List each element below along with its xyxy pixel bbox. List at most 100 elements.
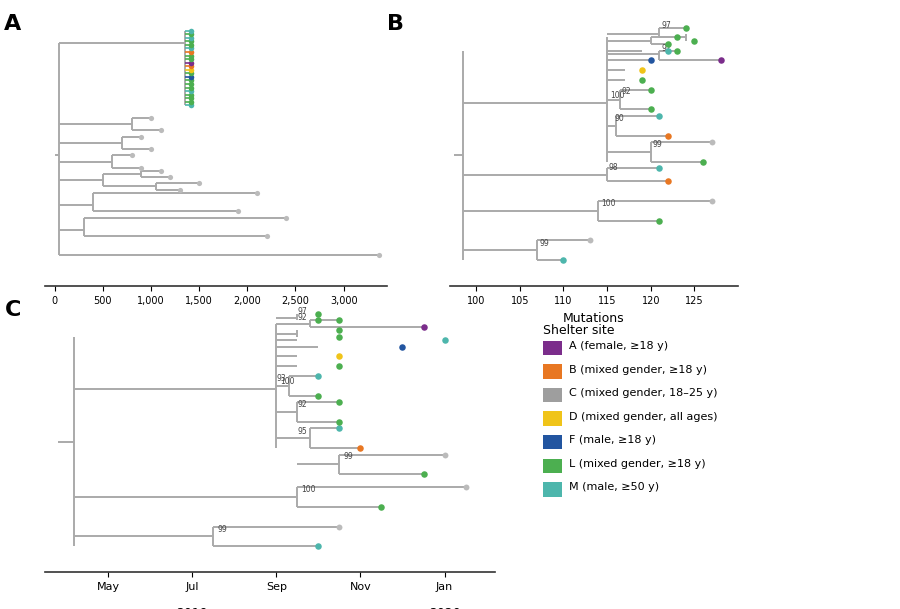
Text: 92: 92 bbox=[297, 314, 307, 322]
Bar bbox=[544, 388, 562, 403]
Point bbox=[144, 144, 158, 154]
Point bbox=[184, 62, 199, 71]
Text: D (mixed gender, all ages): D (mixed gender, all ages) bbox=[569, 412, 717, 421]
Bar bbox=[544, 435, 562, 449]
Point bbox=[184, 58, 199, 68]
Point bbox=[184, 97, 199, 107]
Point bbox=[184, 83, 199, 93]
Point bbox=[332, 351, 347, 361]
Point bbox=[332, 398, 347, 407]
Point bbox=[661, 131, 675, 141]
Text: 97: 97 bbox=[297, 307, 307, 316]
Point bbox=[184, 26, 199, 35]
Point bbox=[173, 185, 187, 194]
Point bbox=[184, 100, 199, 110]
Text: 99: 99 bbox=[218, 526, 227, 535]
Point bbox=[184, 86, 199, 96]
Point bbox=[644, 85, 658, 94]
Text: M (male, ≥50 y): M (male, ≥50 y) bbox=[569, 482, 659, 492]
Point bbox=[184, 43, 199, 53]
Point bbox=[192, 178, 206, 188]
Text: A (female, ≥18 y): A (female, ≥18 y) bbox=[569, 341, 668, 351]
Point bbox=[332, 361, 347, 371]
Point bbox=[644, 55, 658, 65]
Point bbox=[184, 72, 199, 82]
Point bbox=[124, 150, 139, 160]
Text: A: A bbox=[4, 14, 22, 34]
Point bbox=[670, 46, 684, 55]
Point bbox=[184, 65, 199, 75]
Point bbox=[184, 40, 199, 50]
Text: 100: 100 bbox=[302, 485, 316, 494]
Text: 99: 99 bbox=[344, 452, 354, 461]
Point bbox=[556, 255, 571, 265]
Text: 90: 90 bbox=[614, 113, 624, 122]
Text: L (mixed gender, ≥18 y): L (mixed gender, ≥18 y) bbox=[569, 459, 706, 469]
Text: 95: 95 bbox=[297, 428, 307, 436]
Point bbox=[153, 125, 167, 135]
Point bbox=[163, 172, 177, 182]
Point bbox=[652, 163, 667, 173]
Text: 92: 92 bbox=[662, 43, 670, 52]
Point bbox=[644, 105, 658, 114]
Point bbox=[634, 75, 649, 85]
Point bbox=[372, 250, 386, 260]
Text: 93: 93 bbox=[276, 373, 286, 382]
Point bbox=[134, 132, 148, 141]
Point bbox=[652, 111, 667, 121]
Text: F (male, ≥18 y): F (male, ≥18 y) bbox=[569, 435, 656, 445]
Text: 2019: 2019 bbox=[176, 607, 208, 609]
Text: 100: 100 bbox=[281, 377, 295, 386]
Point bbox=[184, 51, 199, 60]
Text: 97: 97 bbox=[662, 21, 671, 30]
Text: 92: 92 bbox=[622, 87, 632, 96]
Point bbox=[311, 309, 326, 319]
Point bbox=[184, 76, 199, 85]
Point bbox=[679, 23, 693, 32]
Point bbox=[395, 342, 410, 351]
Point bbox=[705, 138, 719, 147]
Point bbox=[311, 371, 326, 381]
Point bbox=[582, 236, 597, 245]
Point bbox=[184, 79, 199, 89]
Point bbox=[374, 502, 389, 512]
Point bbox=[634, 65, 649, 75]
Point bbox=[458, 482, 473, 492]
Text: 99: 99 bbox=[539, 239, 549, 248]
Point bbox=[437, 449, 452, 460]
Point bbox=[661, 39, 675, 49]
Bar bbox=[544, 340, 562, 355]
Point bbox=[249, 188, 264, 197]
Text: Shelter site: Shelter site bbox=[544, 324, 615, 337]
Point bbox=[230, 206, 245, 216]
Point bbox=[184, 29, 199, 39]
Bar bbox=[544, 482, 562, 496]
Bar bbox=[544, 412, 562, 426]
Text: 100: 100 bbox=[601, 199, 616, 208]
Point bbox=[184, 90, 199, 100]
X-axis label: Mutations: Mutations bbox=[185, 312, 247, 325]
Point bbox=[670, 32, 684, 43]
Point bbox=[661, 46, 675, 55]
Point bbox=[688, 36, 702, 46]
Bar bbox=[544, 459, 562, 473]
Point bbox=[184, 54, 199, 64]
Text: B (mixed gender, ≥18 y): B (mixed gender, ≥18 y) bbox=[569, 365, 707, 375]
Point bbox=[696, 157, 710, 167]
Point bbox=[184, 93, 199, 103]
Point bbox=[705, 196, 719, 206]
Text: C (mixed gender, 18–25 y): C (mixed gender, 18–25 y) bbox=[569, 388, 717, 398]
Point bbox=[437, 335, 452, 345]
Point bbox=[332, 325, 347, 335]
Point bbox=[134, 163, 148, 172]
Point bbox=[184, 68, 199, 78]
Bar bbox=[544, 364, 562, 379]
Point bbox=[332, 424, 347, 434]
X-axis label: Mutations: Mutations bbox=[563, 312, 625, 325]
Point bbox=[332, 417, 347, 427]
Point bbox=[661, 177, 675, 186]
Text: B: B bbox=[387, 14, 403, 34]
Point bbox=[353, 443, 367, 453]
Point bbox=[332, 315, 347, 325]
Text: 100: 100 bbox=[609, 91, 625, 100]
